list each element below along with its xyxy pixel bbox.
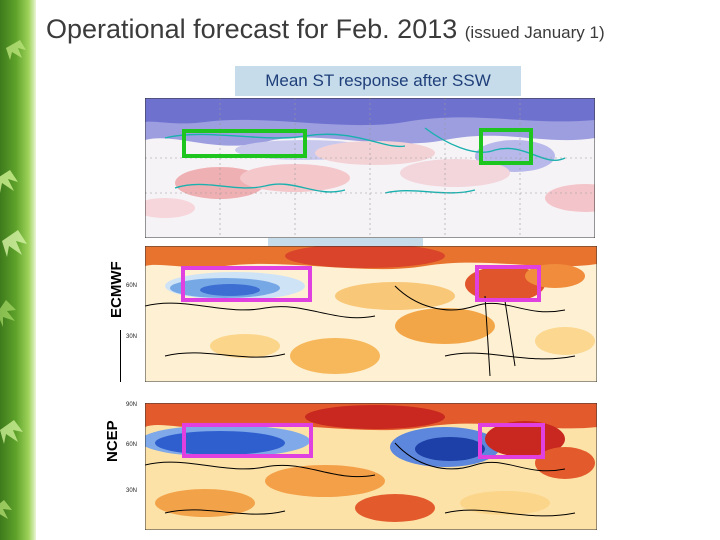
leaf-decoration bbox=[0, 0, 36, 540]
composite-map-panel bbox=[145, 98, 595, 238]
ncep-map-panel bbox=[145, 403, 597, 530]
lat-label-90n: 90N bbox=[126, 402, 138, 408]
title-main: Operational forecast for Feb. 2013 bbox=[46, 14, 458, 44]
ecmwf-label: ECMWF bbox=[108, 261, 125, 318]
ncep-label: NCEP bbox=[104, 420, 121, 462]
slide-title: Operational forecast for Feb. 2013 (issu… bbox=[46, 14, 605, 45]
ecmwf-map-panel bbox=[145, 246, 597, 382]
caption-box: Mean ST response after SSW bbox=[235, 66, 521, 96]
caption-text: Mean ST response after SSW bbox=[265, 71, 491, 90]
lat-label-30n: 30N bbox=[126, 334, 138, 340]
lat-label-60n: 60N bbox=[126, 442, 138, 448]
axis-bracket bbox=[120, 330, 121, 382]
lat-label-30n: 30N bbox=[126, 488, 138, 494]
caption-shadow-block bbox=[268, 238, 423, 248]
lat-label-60n: 60N bbox=[126, 283, 138, 289]
title-subtitle: (issued January 1) bbox=[464, 23, 605, 42]
